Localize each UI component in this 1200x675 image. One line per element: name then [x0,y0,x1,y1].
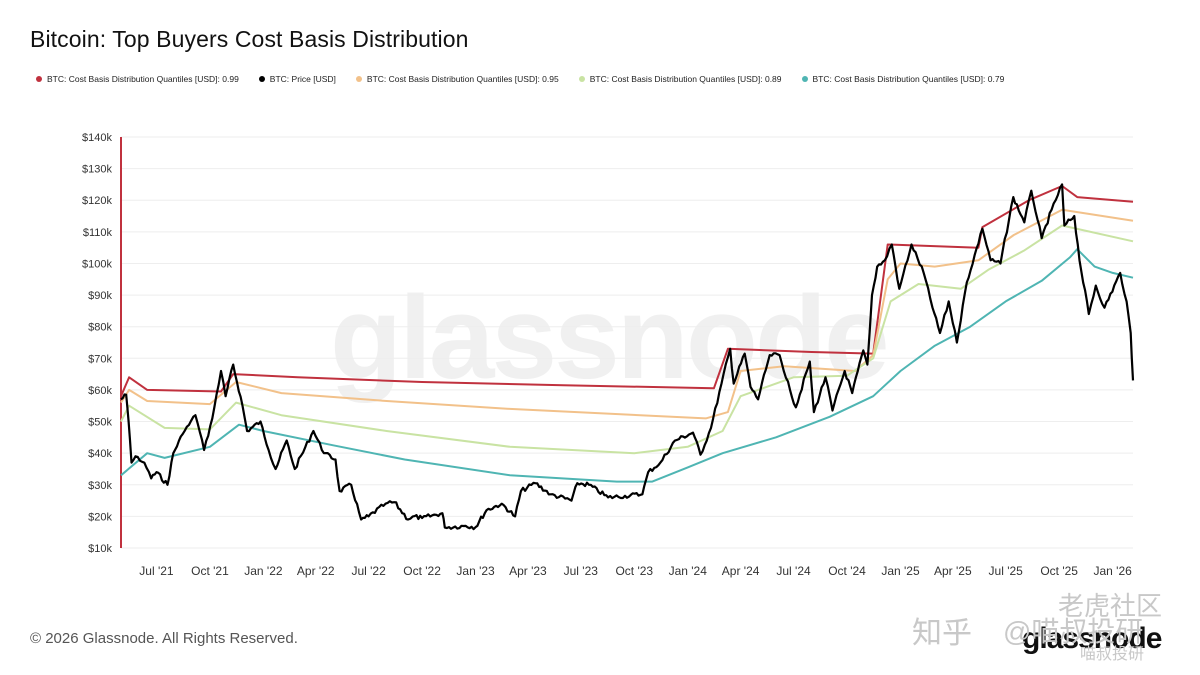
legend-label: BTC: Cost Basis Distribution Quantiles [… [589,74,782,84]
y-tick-label: $120k [82,195,112,207]
x-tick-label: Oct '23 [615,564,653,578]
y-tick-label: $140k [82,132,112,144]
legend-item[interactable]: BTC: Cost Basis Distribution Quantiles [… [801,74,1005,84]
series-line-q089 [120,224,1134,455]
legend-label: BTC: Cost Basis Distribution Quantiles [… [366,74,559,84]
copyright-footer: © 2026 Glassnode. All Rights Reserved. [30,630,298,647]
legend-item[interactable]: BTC: Cost Basis Distribution Quantiles [… [578,74,782,84]
series-line-q095 [120,208,1134,420]
x-tick-label: Oct '22 [403,564,441,578]
x-tick-label: Apr '24 [722,564,760,578]
y-tick-label: $90k [88,290,112,302]
x-tick-label: Oct '25 [1040,564,1078,578]
series-line-q099 [120,185,1134,397]
legend-item[interactable]: BTC: Cost Basis Distribution Quantiles [… [355,74,559,84]
x-tick-label: Jan '23 [456,564,495,578]
x-tick-label: Jan '26 [1093,564,1132,578]
chart-legend: BTC: Cost Basis Distribution Quantiles [… [36,74,1004,84]
x-tick-label: Jan '22 [244,564,283,578]
x-tick-label: Oct '21 [191,564,229,578]
legend-item[interactable]: BTC: Price [USD] [258,74,336,84]
x-tick-label: Jul '23 [564,564,599,578]
legend-swatch [578,76,585,82]
x-tick-label: Jan '24 [669,564,708,578]
y-tick-label: $20k [88,511,112,523]
glassnode-logo: glassnode [1022,622,1162,655]
legend-swatch [355,76,362,82]
legend-item[interactable]: BTC: Cost Basis Distribution Quantiles [… [36,74,239,84]
y-tick-label: $60k [88,385,112,397]
x-tick-label: Apr '23 [509,564,547,578]
series-line-q079 [120,248,1134,483]
x-tick-label: Jan '25 [881,564,920,578]
legend-swatch [258,76,265,82]
x-tick-label: Jul '25 [989,564,1024,578]
y-tick-label: $130k [82,164,112,176]
y-tick-label: $30k [88,480,112,492]
y-tick-label: $80k [88,322,112,334]
x-tick-label: Jul '24 [776,564,811,578]
x-tick-label: Oct '24 [828,564,866,578]
y-tick-label: $50k [88,417,112,429]
x-tick-label: Jul '21 [139,564,174,578]
y-tick-label: $110k [83,227,113,239]
legend-swatch [801,76,808,82]
x-tick-label: Apr '22 [297,564,335,578]
legend-swatch [36,76,42,82]
x-tick-label: Jul '22 [351,564,386,578]
x-tick-label: Apr '25 [934,564,972,578]
legend-label: BTC: Price [USD] [269,74,336,84]
legend-label: BTC: Cost Basis Distribution Quantiles [… [47,74,239,84]
y-tick-label: $40k [88,448,112,460]
chart-title: Bitcoin: Top Buyers Cost Basis Distribut… [30,26,469,52]
y-tick-label: $100k [82,258,112,270]
y-tick-label: $10k [88,543,112,555]
legend-label: BTC: Cost Basis Distribution Quantiles [… [812,74,1005,84]
y-tick-label: $70k [88,353,112,365]
series-line-price [120,183,1135,531]
